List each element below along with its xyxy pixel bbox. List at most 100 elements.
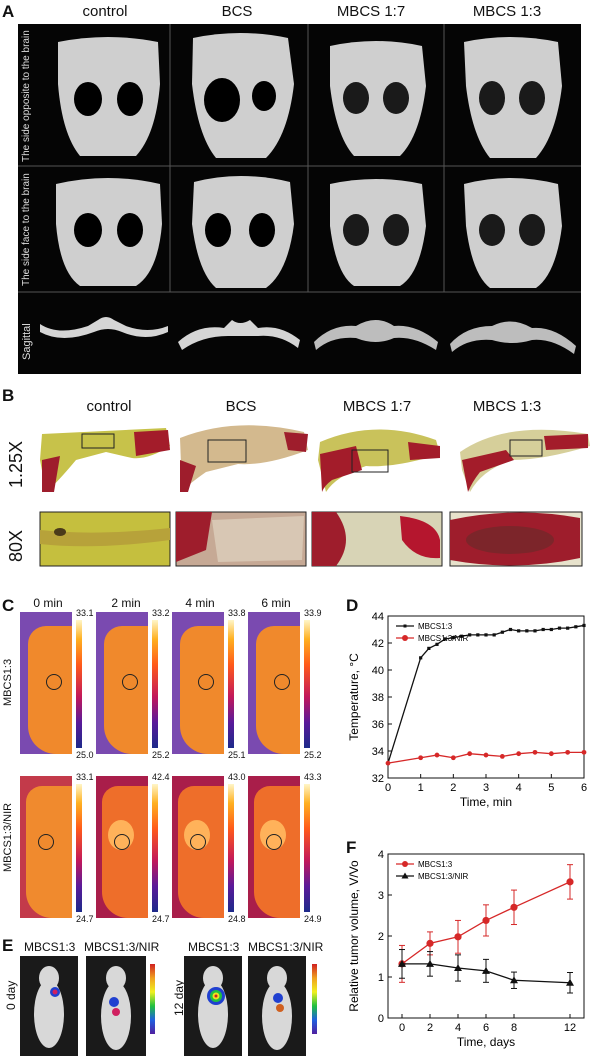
legend-label: MBCS1:3/NIR [418, 872, 468, 881]
roi-circle [122, 674, 138, 690]
data-point [499, 754, 505, 759]
skull-control-outer [58, 37, 160, 156]
bioluminescence-image [248, 956, 306, 1056]
luminescence-colorbar [312, 964, 317, 1034]
sagittal-mbcs13 [450, 321, 576, 354]
row-label-opposite: The side opposite to the brain [21, 30, 32, 162]
data-point [426, 959, 434, 967]
sagittal-bcs [178, 320, 300, 350]
roi-circle [114, 834, 130, 850]
panel-a-col-control: control [82, 3, 128, 20]
data-point [541, 627, 545, 632]
bioluminescence-image [184, 956, 242, 1056]
skull-mbcs13-inner [464, 178, 562, 288]
data-point [510, 903, 518, 911]
data-point [533, 629, 537, 633]
data-point [454, 933, 462, 941]
thermal-time-4: 4 min [185, 596, 215, 610]
data-point [451, 636, 455, 640]
roi-circle [46, 674, 62, 690]
data-point [532, 749, 538, 755]
data-point [574, 625, 578, 629]
x-tick-label: 12 [564, 1022, 576, 1034]
thermal-max-value: 33.1 [76, 772, 94, 782]
panel-a-col-mbcs17: MBCS 1:7 [336, 3, 406, 20]
panel-a-col-bcs: BCS [221, 3, 253, 20]
thermal-min-value: 24.8 [228, 914, 246, 924]
thermal-image-nir-0 [20, 776, 72, 918]
ct-image-grid: The side opposite to the brain The side … [18, 24, 581, 374]
thermal-max-value: 43.0 [228, 772, 246, 782]
thermal-image-nir-4 [172, 776, 224, 918]
data-point [450, 755, 456, 761]
thermal-time-6: 6 min [261, 596, 291, 610]
bioluminescence-image [20, 956, 78, 1056]
day-label-0: 0 day [4, 980, 18, 1010]
panel-b-col-mbcs17: MBCS 1:7 [342, 398, 412, 415]
y-tick-label: 38 [372, 692, 384, 704]
legend-label: MBCS1:3 [418, 860, 453, 869]
bioluminescence-group-label: MBCS1:3 [24, 940, 76, 954]
data-point [482, 916, 490, 925]
y-tick-label: 32 [372, 773, 384, 785]
roi-circle [190, 834, 206, 850]
skull-mbcs17-outer [330, 41, 426, 156]
y-tick-label: 40 [372, 665, 384, 677]
row-label-face: The side face to the brain [21, 173, 32, 286]
data-point [434, 752, 440, 758]
row-label-sagittal: Sagittal [21, 323, 33, 360]
data-point [482, 966, 490, 974]
thermal-image-nir-2 [96, 776, 148, 918]
roi-circle [266, 834, 282, 850]
data-point [427, 646, 431, 650]
thermal-min-value: 24.9 [304, 914, 322, 924]
colorbar [304, 620, 310, 748]
y-tick-label: 42 [372, 638, 384, 650]
panel-d-letter: D [346, 596, 359, 615]
thermal-max-value: 33.2 [152, 608, 170, 618]
data-point [419, 656, 423, 660]
x-tick-label: 2 [427, 1022, 433, 1034]
x-tick-label: 8 [511, 1022, 517, 1034]
ct-skull-renderings [18, 24, 581, 354]
legend-marker [402, 861, 408, 867]
data-point [443, 637, 447, 641]
thermal-image-mbcs13-6 [248, 612, 300, 754]
y-tick-label: 36 [372, 719, 384, 731]
legend-marker [402, 635, 408, 641]
series-line [401, 881, 571, 965]
y-axis-label: Temperature, °C [347, 653, 361, 741]
colorbar [76, 784, 82, 912]
x-tick-label: 6 [483, 1022, 489, 1034]
y-tick-label: 3 [378, 890, 384, 902]
x-tick-label: 0 [399, 1022, 405, 1034]
data-point [385, 760, 391, 766]
roi-circle [38, 834, 54, 850]
thermal-time-2: 2 min [111, 596, 141, 610]
data-point [566, 626, 570, 630]
data-point [426, 939, 434, 947]
data-point [548, 751, 554, 757]
panel-b-letter: B [2, 386, 15, 405]
thermal-image-mbcs13-2 [96, 612, 148, 754]
data-point [582, 623, 586, 628]
thermal-min-value: 25.1 [228, 750, 246, 760]
data-point [508, 627, 513, 632]
data-point [517, 629, 521, 633]
y-tick-label: 0 [378, 1013, 384, 1025]
sagittal-mbcs17 [314, 320, 438, 350]
panel-e-letter: E [2, 936, 14, 955]
roi-circle [198, 674, 214, 690]
x-tick-label: 4 [455, 1022, 461, 1034]
data-point [510, 976, 518, 984]
data-point [418, 755, 424, 761]
data-point [483, 752, 489, 758]
data-point [398, 959, 406, 967]
thermal-min-value: 24.7 [76, 914, 94, 924]
legend-marker [401, 872, 409, 879]
x-tick-label: 0 [385, 782, 391, 794]
legend-label: MBCS1:3/NIR [418, 634, 468, 643]
x-axis-label: Time, min [460, 795, 512, 809]
data-point [476, 633, 480, 637]
thermal-max-value: 33.8 [228, 608, 246, 618]
